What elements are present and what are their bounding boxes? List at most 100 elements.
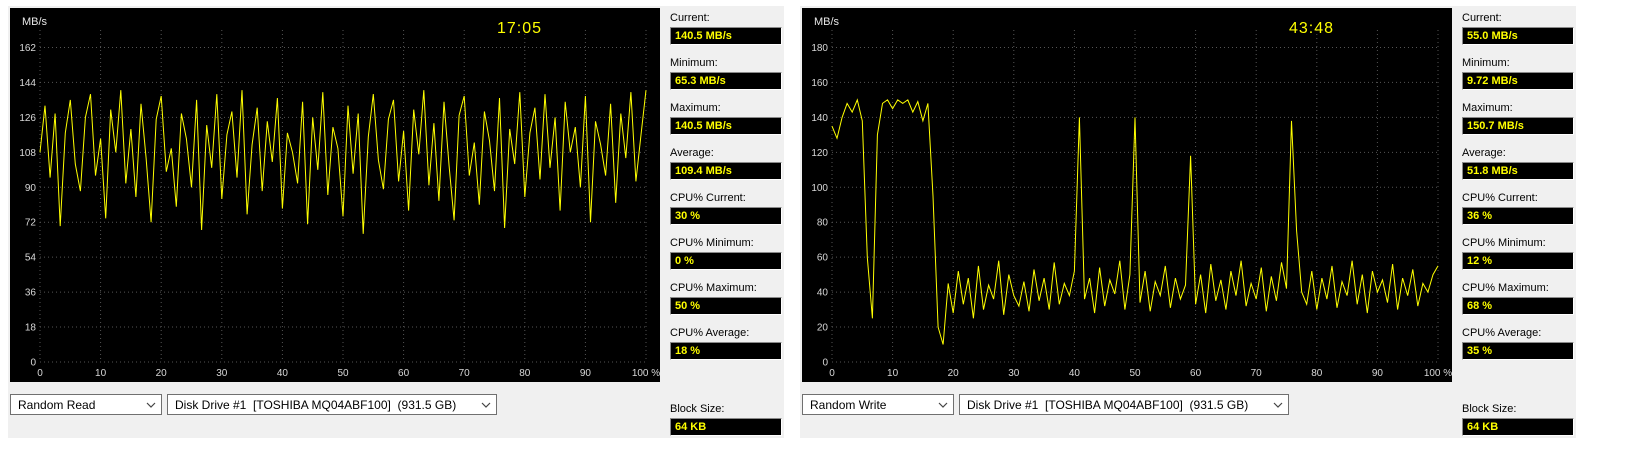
svg-text:10: 10 xyxy=(95,368,107,379)
svg-text:70: 70 xyxy=(459,368,471,379)
svg-text:36: 36 xyxy=(25,288,37,299)
stat-group: Minimum: 65.3 MB/s xyxy=(670,57,782,90)
svg-text:40: 40 xyxy=(817,288,829,299)
stat-group: Current: 55.0 MB/s xyxy=(1462,12,1574,45)
chevron-down-icon xyxy=(1268,402,1288,408)
stat-value: 68 % xyxy=(1462,297,1574,315)
stat-group: Minimum: 9.72 MB/s xyxy=(1462,57,1574,90)
svg-text:140: 140 xyxy=(811,113,828,124)
throughput-chart-write: 0 20 40 60 80 100 120 140 160 180 0 10 20 30 40 50 60 70 8… xyxy=(811,30,1452,379)
svg-text:100: 100 xyxy=(811,183,828,194)
y-axis-unit-label: MB/s xyxy=(22,16,48,28)
stat-group: Maximum: 150.7 MB/s xyxy=(1462,102,1574,135)
svg-text:0: 0 xyxy=(822,358,828,369)
controls-row: Random Write Disk Drive #1 [TOSHIBA MQ04… xyxy=(802,394,1452,436)
stat-value: 30 % xyxy=(670,207,782,225)
svg-text:0: 0 xyxy=(37,368,43,379)
stat-label: Current: xyxy=(1462,12,1502,24)
stats-column: Current: 140.5 MB/s Minimum: 65.3 MB/s M… xyxy=(670,8,782,436)
svg-text:70: 70 xyxy=(1251,368,1263,379)
svg-text:72: 72 xyxy=(25,218,37,229)
stat-label: CPU% Minimum: xyxy=(670,237,754,249)
svg-text:60: 60 xyxy=(817,253,829,264)
svg-text:80: 80 xyxy=(817,218,829,229)
stat-group: CPU% Average: 18 % xyxy=(670,327,782,360)
stat-label: Block Size: xyxy=(670,403,725,415)
svg-text:80: 80 xyxy=(1311,368,1323,379)
stat-value: 64 KB xyxy=(670,418,782,436)
benchmark-panel-write: 0 20 40 60 80 100 120 140 160 180 0 10 20 30 40 50 60 70 8… xyxy=(800,6,1576,438)
stat-label: Minimum: xyxy=(1462,57,1510,69)
svg-text:80: 80 xyxy=(519,368,531,379)
benchmark-panel-read: 0 18 36 54 72 90 108 126 144 162 0 10 20 30 40 50 60 70 80… xyxy=(8,6,784,438)
svg-text:160: 160 xyxy=(811,78,828,89)
chart-area-write: 0 20 40 60 80 100 120 140 160 180 0 10 20 30 40 50 60 70 8… xyxy=(802,8,1452,382)
svg-text:0: 0 xyxy=(829,368,835,379)
svg-text:30: 30 xyxy=(1008,368,1020,379)
stat-label: CPU% Minimum: xyxy=(1462,237,1546,249)
stat-group: CPU% Minimum: 0 % xyxy=(670,237,782,270)
stat-group: Average: 109.4 MB/s xyxy=(670,147,782,180)
chevron-down-icon xyxy=(933,402,953,408)
stat-label: CPU% Maximum: xyxy=(670,282,757,294)
svg-text:90: 90 xyxy=(1372,368,1384,379)
test-mode-select[interactable]: Random Read xyxy=(10,394,162,415)
stat-group: Block Size: 64 KB xyxy=(1462,403,1574,436)
stat-value: 0 % xyxy=(670,252,782,270)
stat-value: 12 % xyxy=(1462,252,1574,270)
stat-value: 35 % xyxy=(1462,342,1574,360)
chart-area-read: 0 18 36 54 72 90 108 126 144 162 0 10 20 30 40 50 60 70 80… xyxy=(10,8,660,382)
svg-text:60: 60 xyxy=(398,368,410,379)
svg-text:50: 50 xyxy=(1129,368,1141,379)
stat-group: CPU% Maximum: 50 % xyxy=(670,282,782,315)
test-mode-select[interactable]: Random Write xyxy=(802,394,954,415)
chevron-down-icon xyxy=(476,402,496,408)
svg-text:108: 108 xyxy=(19,148,36,159)
stat-group: CPU% Current: 30 % xyxy=(670,192,782,225)
chevron-down-icon xyxy=(141,402,161,408)
elapsed-time-label: 43:48 xyxy=(1288,20,1334,37)
svg-text:90: 90 xyxy=(25,183,37,194)
stat-value: 18 % xyxy=(670,342,782,360)
test-mode-value: Random Write xyxy=(810,397,887,412)
stat-label: Average: xyxy=(1462,147,1506,159)
stat-label: CPU% Average: xyxy=(1462,327,1542,339)
drive-select-value: Disk Drive #1 [TOSHIBA MQ04ABF100] (931.… xyxy=(967,397,1249,412)
stat-group: CPU% Average: 35 % xyxy=(1462,327,1574,360)
svg-text:180: 180 xyxy=(811,43,828,54)
drive-select[interactable]: Disk Drive #1 [TOSHIBA MQ04ABF100] (931.… xyxy=(959,394,1289,415)
stat-label: CPU% Current: xyxy=(670,192,746,204)
drive-select[interactable]: Disk Drive #1 [TOSHIBA MQ04ABF100] (931.… xyxy=(167,394,497,415)
stat-value: 65.3 MB/s xyxy=(670,72,782,90)
svg-text:30: 30 xyxy=(216,368,228,379)
stat-label: CPU% Average: xyxy=(670,327,750,339)
stat-group: CPU% Maximum: 68 % xyxy=(1462,282,1574,315)
svg-text:20: 20 xyxy=(156,368,168,379)
svg-text:100 %: 100 % xyxy=(632,368,660,379)
svg-text:60: 60 xyxy=(1190,368,1202,379)
stat-group: CPU% Current: 36 % xyxy=(1462,192,1574,225)
stat-value: 9.72 MB/s xyxy=(1462,72,1574,90)
stat-label: Maximum: xyxy=(1462,102,1513,114)
svg-text:0: 0 xyxy=(30,358,36,369)
stat-group: Average: 51.8 MB/s xyxy=(1462,147,1574,180)
svg-text:40: 40 xyxy=(277,368,289,379)
throughput-chart-read: 0 18 36 54 72 90 108 126 144 162 0 10 20 30 40 50 60 70 80… xyxy=(19,30,660,379)
svg-text:144: 144 xyxy=(19,78,36,89)
stat-value: 64 KB xyxy=(1462,418,1574,436)
svg-text:162: 162 xyxy=(19,43,36,54)
stat-group: CPU% Minimum: 12 % xyxy=(1462,237,1574,270)
y-axis-unit-label: MB/s xyxy=(814,16,840,28)
stat-label: Minimum: xyxy=(670,57,718,69)
svg-text:20: 20 xyxy=(817,323,829,334)
stat-value: 36 % xyxy=(1462,207,1574,225)
stat-group: Current: 140.5 MB/s xyxy=(670,12,782,45)
stat-label: CPU% Maximum: xyxy=(1462,282,1549,294)
stat-value: 50 % xyxy=(670,297,782,315)
stat-value: 150.7 MB/s xyxy=(1462,117,1574,135)
drive-select-value: Disk Drive #1 [TOSHIBA MQ04ABF100] (931.… xyxy=(175,397,457,412)
svg-text:120: 120 xyxy=(811,148,828,159)
stat-label: Current: xyxy=(670,12,710,24)
stat-group: Block Size: 64 KB xyxy=(670,403,782,436)
